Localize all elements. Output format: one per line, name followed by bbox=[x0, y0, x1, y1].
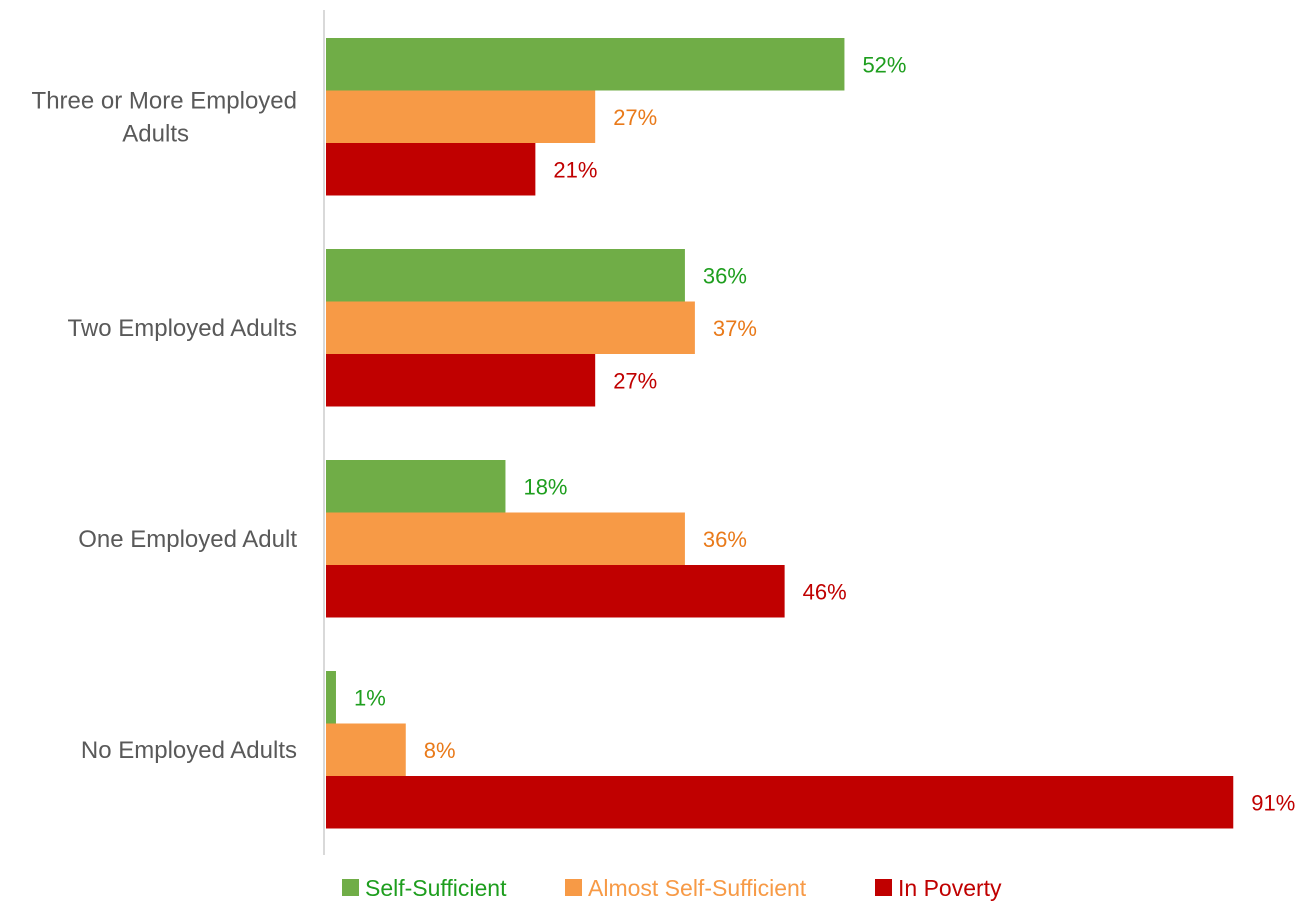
bar-in-poverty-2 bbox=[326, 565, 785, 618]
legend-label: In Poverty bbox=[898, 875, 1002, 901]
data-label: 8% bbox=[424, 738, 456, 763]
legend-swatch bbox=[565, 879, 582, 896]
legend-label: Almost Self-Sufficient bbox=[588, 875, 807, 901]
bar-in-poverty-3 bbox=[326, 776, 1234, 829]
category-label: Two Employed Adults bbox=[68, 315, 297, 342]
category-label: Three or More Employed Adults bbox=[32, 87, 297, 147]
legend-swatch bbox=[342, 879, 359, 896]
bar-almost-self-sufficient-1 bbox=[326, 301, 695, 354]
data-label: 27% bbox=[613, 368, 657, 393]
data-label: 36% bbox=[703, 527, 747, 552]
bar-in-poverty-0 bbox=[326, 143, 536, 196]
data-label: 27% bbox=[613, 105, 657, 130]
bar-almost-self-sufficient-2 bbox=[326, 512, 685, 565]
legend-swatch bbox=[875, 879, 892, 896]
data-label: 46% bbox=[803, 579, 847, 604]
bar-self-sufficient-2 bbox=[326, 460, 506, 513]
data-label: 37% bbox=[713, 316, 757, 341]
data-label: 18% bbox=[523, 474, 567, 499]
data-label: 36% bbox=[703, 263, 747, 288]
bar-self-sufficient-0 bbox=[326, 38, 845, 91]
bar-in-poverty-1 bbox=[326, 354, 596, 407]
category-label: No Employed Adults bbox=[81, 737, 297, 764]
data-label: 21% bbox=[553, 157, 597, 182]
bar-almost-self-sufficient-0 bbox=[326, 90, 596, 143]
data-label: 91% bbox=[1251, 790, 1295, 815]
legend-label: Self-Sufficient bbox=[365, 875, 507, 901]
bar-self-sufficient-3 bbox=[326, 671, 336, 724]
data-label: 52% bbox=[862, 52, 906, 77]
data-label: 1% bbox=[354, 685, 386, 710]
bar-almost-self-sufficient-3 bbox=[326, 723, 406, 776]
bar-self-sufficient-1 bbox=[326, 249, 685, 302]
category-label: One Employed Adult bbox=[78, 526, 297, 553]
